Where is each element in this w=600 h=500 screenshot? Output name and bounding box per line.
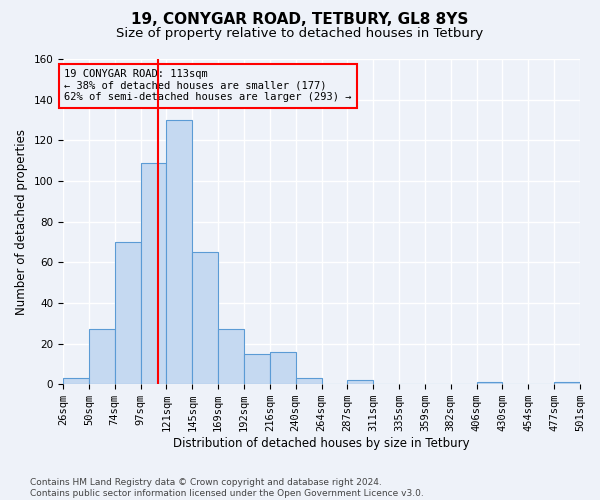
Bar (166, 120, 192, 384)
Bar (347, 380, 373, 384)
Text: 19 CONYGAR ROAD: 113sqm
← 38% of detached houses are smaller (177)
62% of semi-d: 19 CONYGAR ROAD: 113sqm ← 38% of detache… (64, 69, 352, 102)
Bar (296, 378, 322, 384)
Bar (476, 382, 502, 384)
Text: 19, CONYGAR ROAD, TETBURY, GL8 8YS: 19, CONYGAR ROAD, TETBURY, GL8 8YS (131, 12, 469, 28)
Bar (554, 382, 580, 384)
Bar (270, 352, 296, 384)
Bar (89, 330, 115, 384)
Bar (115, 242, 140, 384)
Bar (63, 378, 89, 384)
Y-axis label: Number of detached properties: Number of detached properties (15, 128, 28, 314)
Bar (192, 252, 218, 384)
Text: Size of property relative to detached houses in Tetbury: Size of property relative to detached ho… (116, 28, 484, 40)
Bar (140, 162, 166, 384)
Bar (244, 354, 270, 384)
X-axis label: Distribution of detached houses by size in Tetbury: Distribution of detached houses by size … (173, 437, 470, 450)
Text: Contains HM Land Registry data © Crown copyright and database right 2024.
Contai: Contains HM Land Registry data © Crown c… (30, 478, 424, 498)
Bar (218, 330, 244, 384)
